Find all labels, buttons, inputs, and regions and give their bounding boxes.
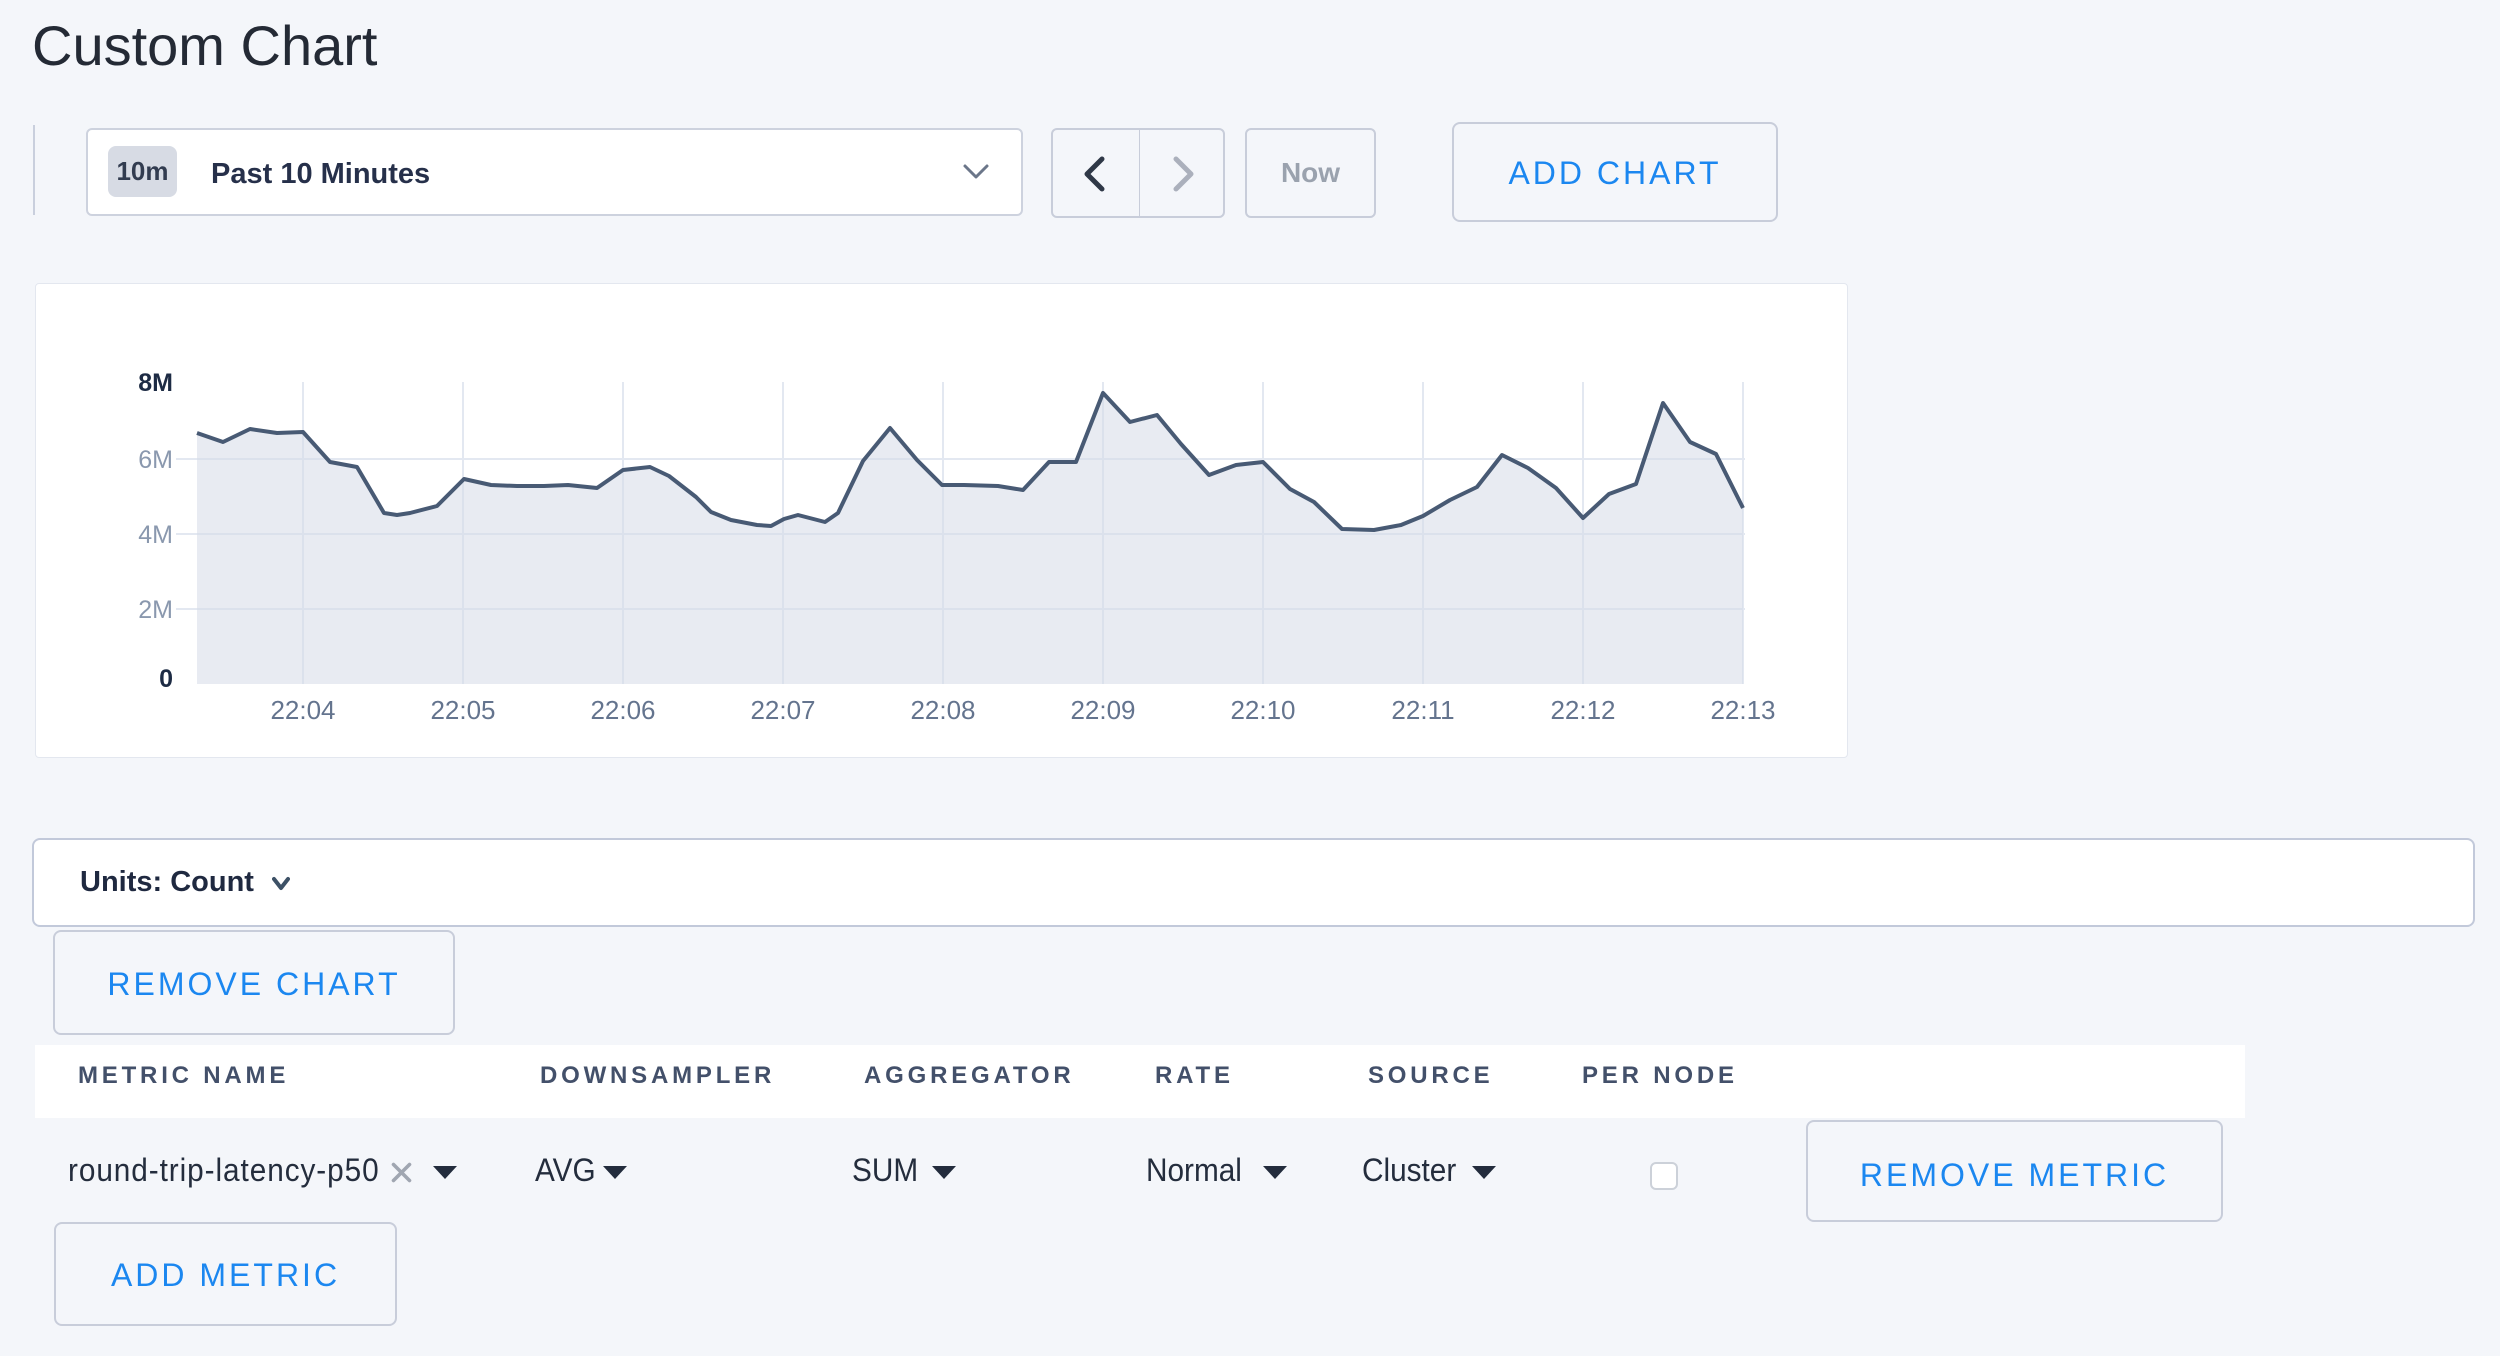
svg-text:22:05: 22:05 (430, 695, 495, 725)
svg-text:22:06: 22:06 (590, 695, 655, 725)
svg-text:6M: 6M (138, 446, 173, 474)
svg-text:22:12: 22:12 (1550, 695, 1615, 725)
svg-text:8M: 8M (138, 369, 173, 397)
svg-text:22:04: 22:04 (270, 695, 335, 725)
svg-text:22:10: 22:10 (1230, 695, 1295, 725)
svg-text:22:11: 22:11 (1391, 695, 1454, 725)
svg-text:22:07: 22:07 (750, 695, 815, 725)
svg-text:22:13: 22:13 (1710, 695, 1775, 725)
svg-text:0: 0 (159, 665, 173, 693)
svg-text:22:09: 22:09 (1070, 695, 1135, 725)
svg-text:2M: 2M (138, 596, 173, 624)
svg-text:22:08: 22:08 (910, 695, 975, 725)
svg-text:4M: 4M (138, 521, 173, 549)
